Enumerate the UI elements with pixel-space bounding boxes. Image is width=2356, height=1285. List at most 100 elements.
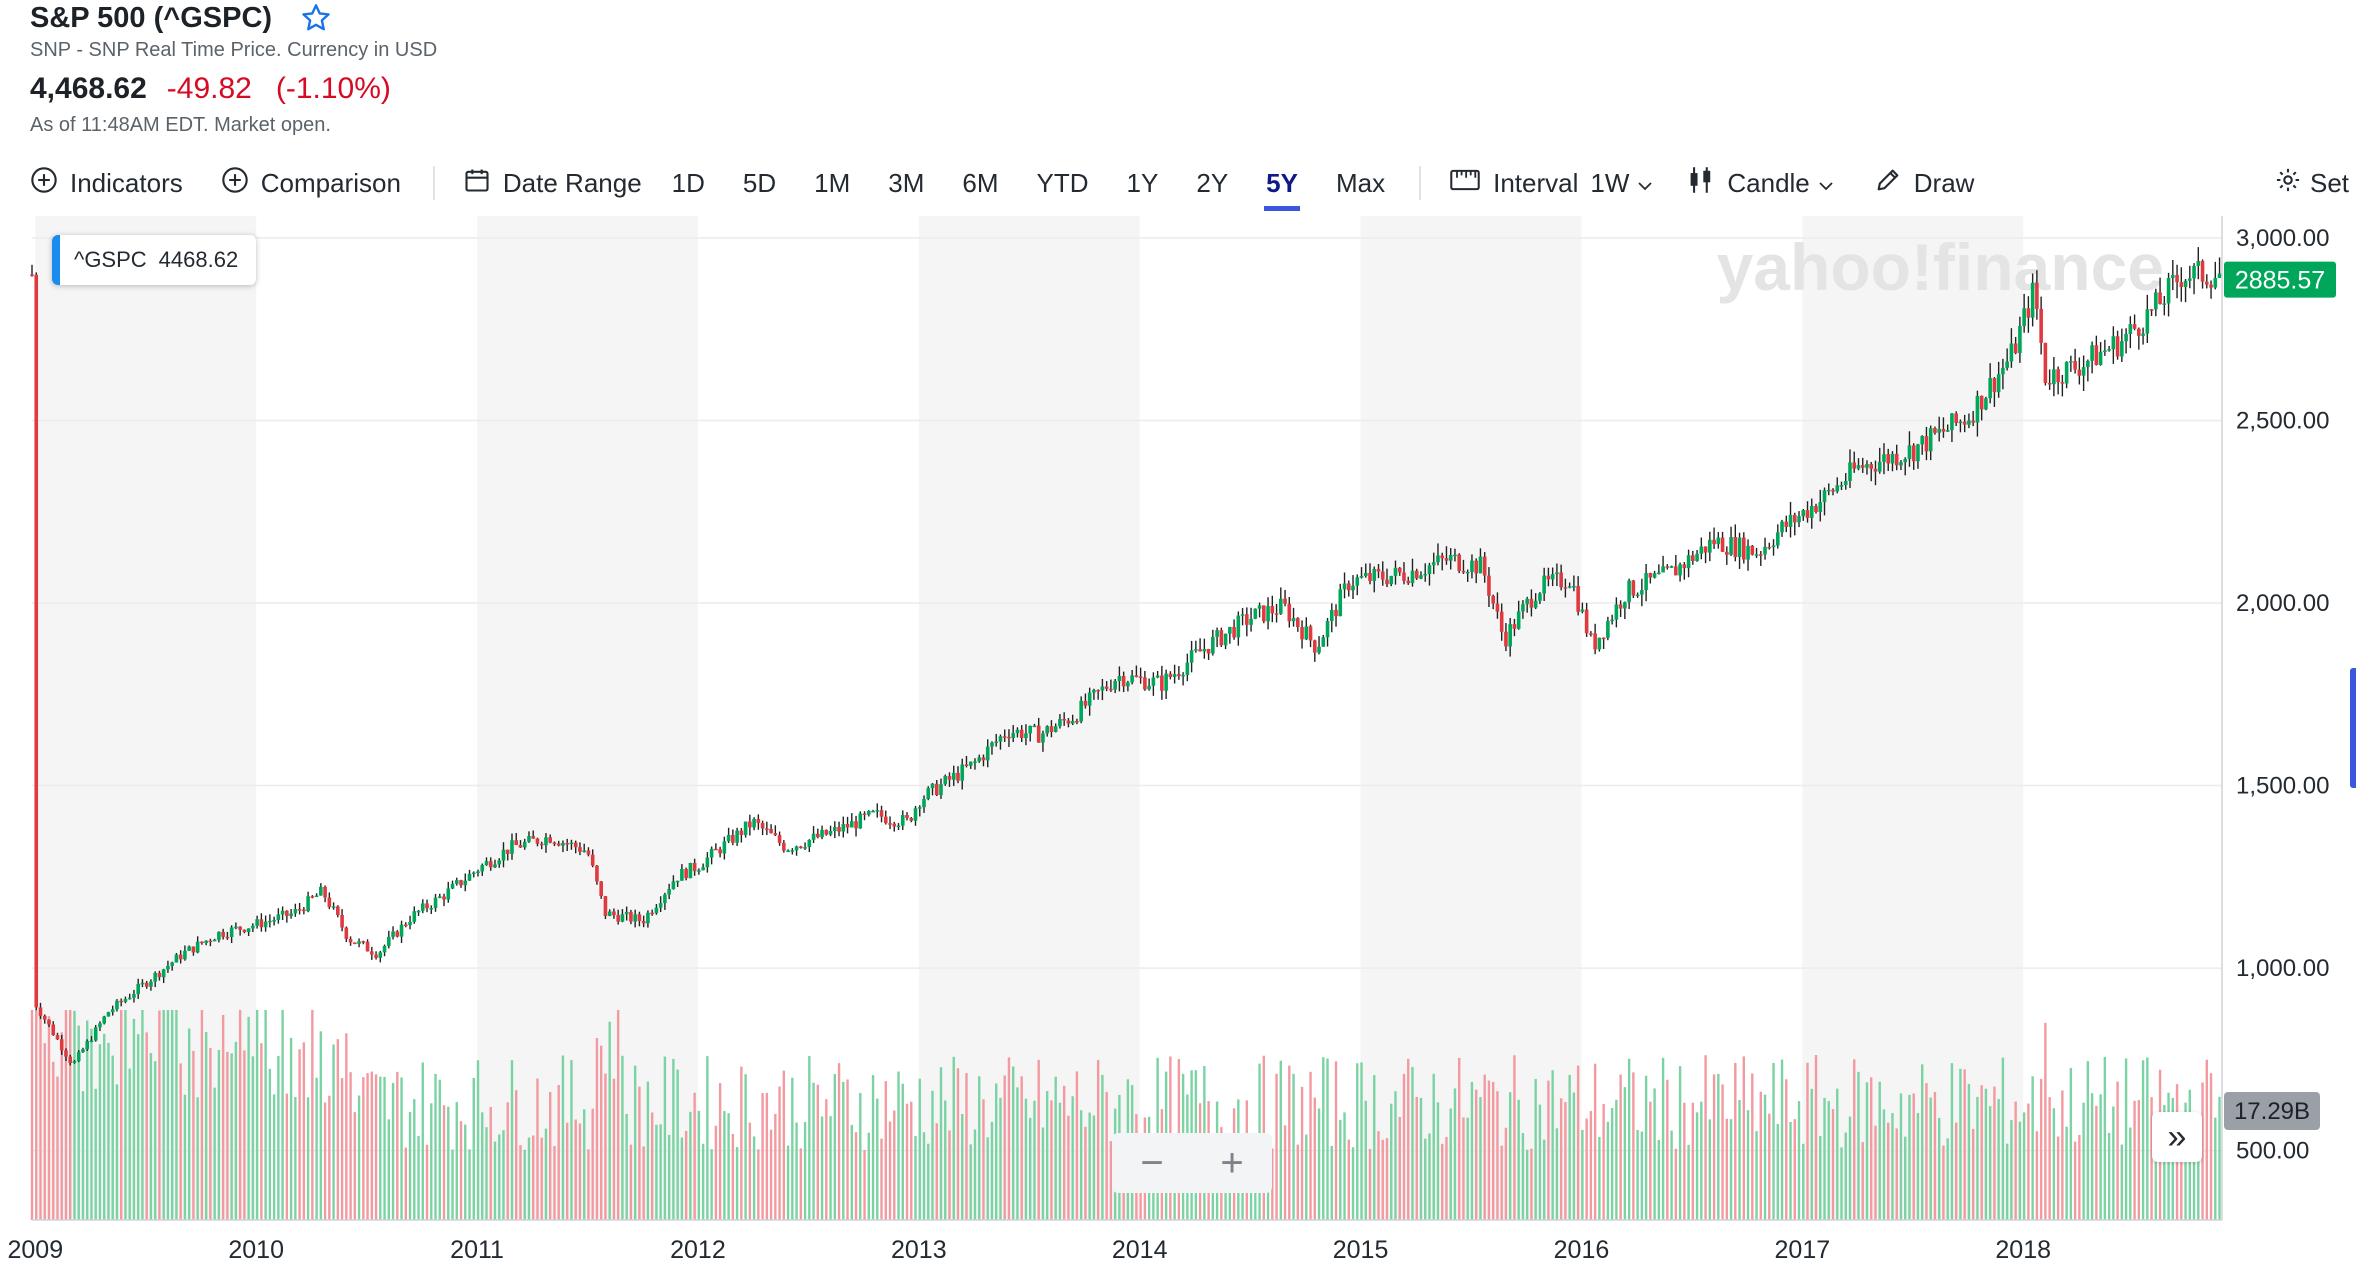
expand-chart-button[interactable]: »: [2152, 1112, 2202, 1162]
range-6m[interactable]: 6M: [962, 167, 999, 198]
range-5y[interactable]: 5Y: [1264, 167, 1300, 211]
chart-type-button[interactable]: Candle: [1687, 165, 1833, 202]
candle-body: [2196, 261, 2201, 266]
candle-body: [1198, 649, 1202, 652]
candle: [1219, 627, 1224, 647]
range-5d[interactable]: 5D: [742, 167, 777, 198]
candle-body: [624, 911, 629, 915]
range-1m[interactable]: 1M: [814, 167, 851, 198]
candle-body: [2098, 351, 2103, 365]
candle-body: [1181, 674, 1185, 677]
candle: [752, 817, 756, 831]
candle: [1746, 539, 1750, 571]
interval-button[interactable]: Interval 1W: [1449, 166, 1653, 201]
range-1d[interactable]: 1D: [671, 167, 705, 198]
volume-bar: [914, 1136, 917, 1220]
zoom-out-button[interactable]: −: [1140, 1140, 1164, 1185]
candle: [144, 980, 149, 989]
tooltip-symbol: ^GSPC: [74, 247, 147, 272]
volume-bar: [1661, 1057, 1665, 1220]
candle-body: [2179, 282, 2184, 288]
candle-body: [1746, 545, 1750, 560]
range-1y[interactable]: 1Y: [1126, 167, 1159, 198]
candle-body: [947, 776, 952, 780]
candle-body: [1189, 650, 1194, 663]
candle-body: [1725, 551, 1729, 555]
range-2y[interactable]: 2Y: [1196, 167, 1229, 198]
candle: [522, 838, 527, 850]
candle: [1529, 589, 1534, 617]
candle: [1032, 723, 1037, 728]
volume-bar: [506, 1102, 509, 1220]
candle: [739, 827, 744, 843]
candle: [2217, 257, 2222, 278]
candle: [1185, 653, 1190, 682]
volume-bar: [1904, 1136, 1907, 1220]
volume-bar: [1891, 1113, 1894, 1220]
chart-area[interactable]: yahoo!finance 3,000.00 2,500.00 2,000.00 1,…: [0, 214, 2356, 1280]
candle: [909, 817, 914, 823]
volume-bar: [1967, 1083, 1971, 1220]
candle-body: [1147, 685, 1151, 690]
candlesticks: [30, 247, 2222, 1066]
star-icon[interactable]: [300, 2, 332, 34]
range-ytd[interactable]: YTD: [1036, 167, 1089, 198]
candle-body: [1877, 461, 1882, 472]
candle: [786, 849, 790, 853]
comparison-button[interactable]: Comparison: [221, 166, 401, 201]
volume-bar: [1785, 1079, 1788, 1220]
volume-bar: [701, 1143, 705, 1220]
candle-body: [136, 983, 140, 995]
volume-bar: [714, 1125, 718, 1220]
price-chart[interactable]: yahoo!finance 3,000.002,500.002,000.001,…: [0, 214, 2356, 1280]
candle: [671, 875, 676, 890]
candle-body: [442, 896, 446, 900]
volume-bar: [901, 1083, 904, 1220]
candle-body: [1924, 436, 1929, 452]
volume-bar: [357, 1095, 361, 1220]
settings-button[interactable]: Set: [2274, 166, 2349, 201]
range-max[interactable]: Max: [1335, 167, 1386, 198]
candle-body: [310, 896, 315, 898]
volume-bar: [1899, 1093, 1903, 1220]
volume-bar: [1283, 1125, 1287, 1220]
volume-bar: [1288, 1065, 1291, 1220]
volume-bar: [1347, 1139, 1350, 1220]
indicators-button[interactable]: Indicators: [30, 166, 183, 201]
candle-body: [1431, 562, 1436, 566]
range-3m[interactable]: 3M: [888, 167, 925, 198]
candle: [879, 805, 884, 823]
zoom-in-button[interactable]: +: [1220, 1140, 1244, 1185]
candle: [340, 909, 344, 932]
volume-bar: [629, 1144, 633, 1220]
volume-bar: [90, 1028, 93, 1220]
volume-bar: [897, 1071, 900, 1220]
series-color-marker: [52, 235, 60, 285]
candle: [1835, 477, 1840, 494]
candle: [361, 940, 366, 945]
candle-body: [110, 1009, 115, 1013]
volume-bar: [1496, 1091, 1499, 1220]
volume-bar: [510, 1060, 514, 1220]
volume-bar: [447, 1106, 450, 1220]
volume-bar: [1555, 1128, 1559, 1220]
candle-body: [1262, 605, 1266, 622]
candle: [493, 859, 497, 869]
candle: [446, 881, 451, 903]
volume-bar: [1615, 1099, 1618, 1220]
draw-button[interactable]: Draw: [1874, 166, 1974, 201]
date-range-button[interactable]: Date Range: [463, 166, 642, 201]
candle-body: [2128, 324, 2133, 334]
candle-body: [374, 954, 378, 958]
candle-body: [1232, 627, 1236, 638]
candle: [1351, 575, 1355, 600]
candle: [1346, 580, 1351, 597]
volume-bar: [328, 1095, 331, 1220]
side-panel-handle[interactable]: [2350, 668, 2356, 788]
volume-bar: [1695, 1112, 1699, 1220]
candle: [34, 272, 39, 1011]
volume-bar: [294, 1096, 297, 1220]
candle: [2064, 361, 2069, 389]
volume-bar: [107, 1042, 110, 1220]
candle-body: [680, 868, 684, 881]
